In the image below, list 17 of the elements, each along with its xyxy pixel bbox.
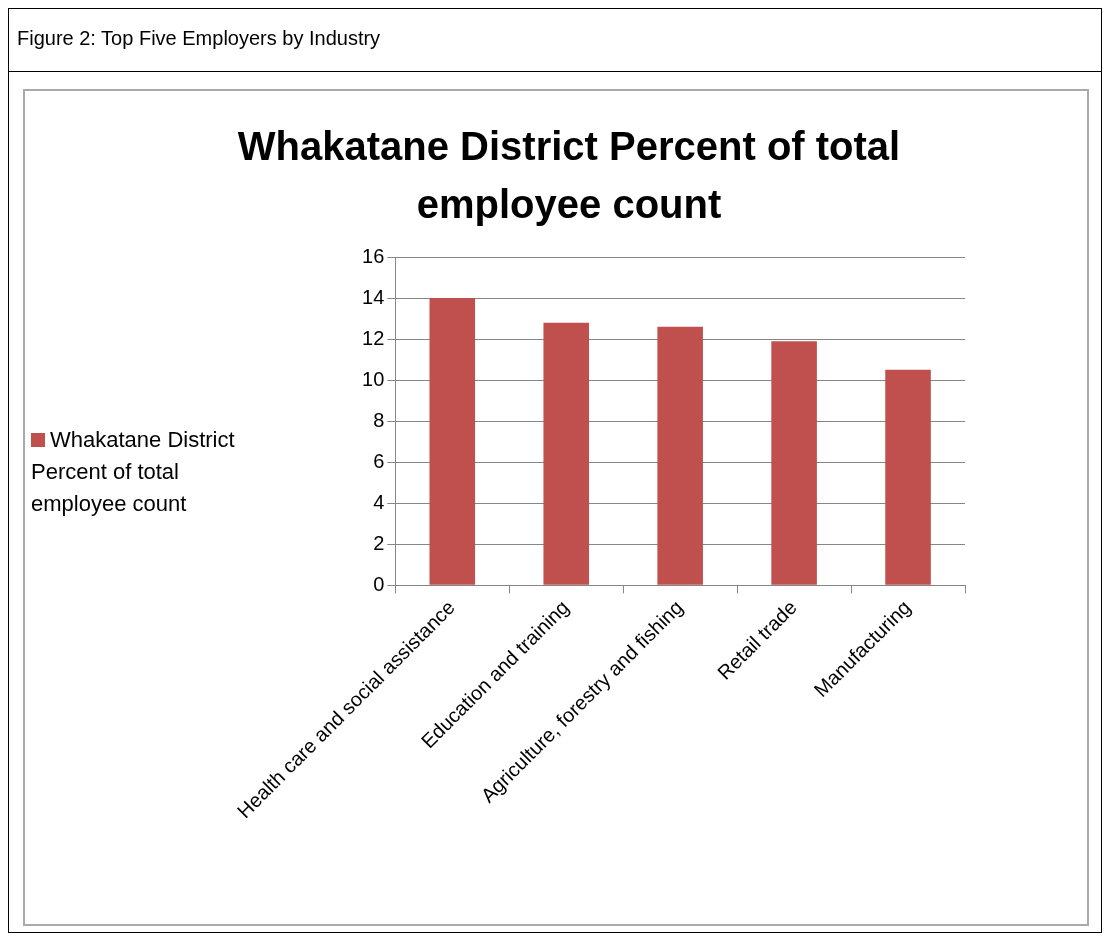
y-tick-label: 6 xyxy=(373,449,385,472)
y-tick-label: 8 xyxy=(373,408,385,431)
bar xyxy=(543,322,590,585)
y-tick-label: 12 xyxy=(362,326,385,349)
bar xyxy=(429,298,476,585)
y-tick-label: 10 xyxy=(362,367,385,390)
bar xyxy=(771,341,817,585)
y-tick-label: 0 xyxy=(373,572,385,595)
y-tick-label: 14 xyxy=(362,285,385,308)
bar xyxy=(657,326,703,585)
y-tick-label: 16 xyxy=(362,244,385,267)
bar xyxy=(885,369,931,585)
chart-title: Whakatane District Percent of total employee count xyxy=(236,123,902,228)
y-tick-label: 2 xyxy=(373,531,385,554)
y-tick-label: 4 xyxy=(373,490,385,513)
caption: Figure 2: Top Five Employers by Industry xyxy=(17,27,381,50)
legend-label: Whakatane District Percent of total employee count xyxy=(31,427,235,516)
